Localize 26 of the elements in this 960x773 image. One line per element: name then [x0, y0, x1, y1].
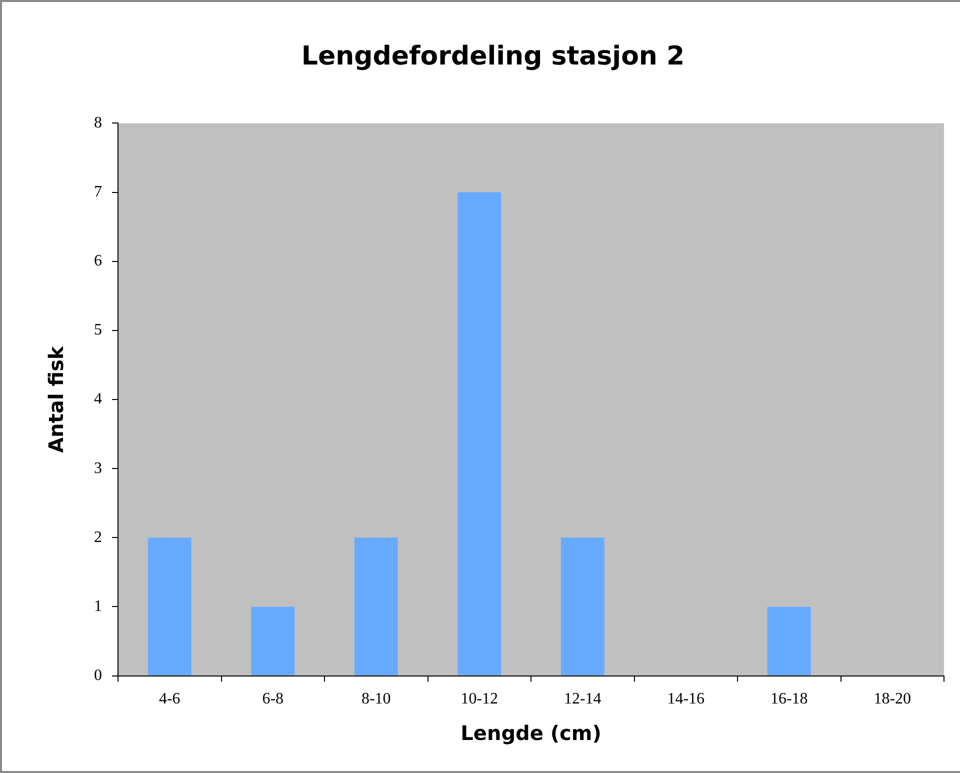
y-axis-title: Antal fisk	[44, 345, 68, 453]
y-tick-label: 7	[94, 183, 102, 200]
y-tick-label: 4	[94, 390, 102, 408]
y-tick-label: 2	[94, 528, 102, 546]
x-tick-label: 12-14	[564, 690, 602, 708]
bar	[458, 192, 502, 676]
x-axis-title: Lengde (cm)	[460, 721, 602, 746]
chart-title: Lengdefordeling stasjon 2	[301, 41, 685, 72]
y-tick-label: 5	[94, 322, 102, 339]
bar	[251, 606, 295, 676]
bar	[560, 538, 604, 676]
x-tick-label: 10-12	[460, 690, 498, 708]
bar	[767, 606, 811, 676]
x-tick-label: 14-16	[667, 690, 705, 708]
y-tick-label: 6	[94, 252, 102, 270]
y-tick-label: 1	[94, 598, 102, 615]
x-tick-label: 4-6	[158, 690, 180, 708]
bar	[148, 538, 192, 676]
y-tick-label: 3	[94, 460, 102, 477]
x-tick-label: 18-20	[874, 690, 912, 708]
y-tick-label: 0	[94, 667, 102, 684]
x-tick-label: 16-18	[770, 690, 808, 708]
y-tick-label: 8	[94, 114, 102, 132]
x-tick-label: 8-10	[361, 690, 391, 708]
bar	[354, 538, 398, 676]
x-tick-label: 6-8	[262, 690, 284, 708]
